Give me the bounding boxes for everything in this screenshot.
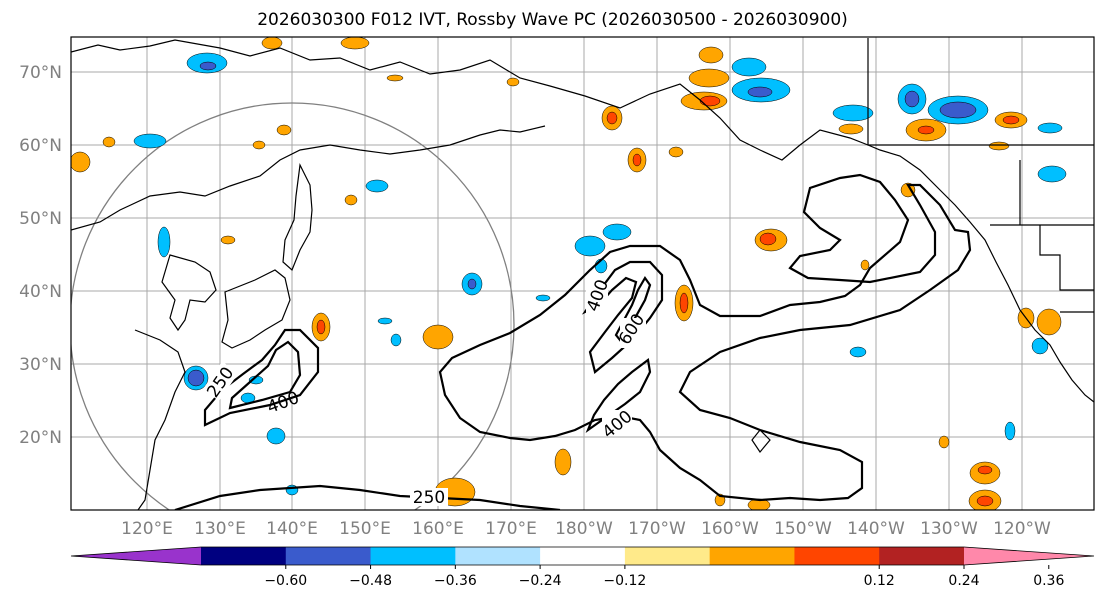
lon-label-160w: 160°W (701, 519, 759, 539)
lat-label-20n: 20°N (19, 428, 62, 448)
anomaly-patches (71, 37, 1067, 510)
lon-label-120e: 120°E (121, 519, 173, 539)
ivt-contours (174, 173, 972, 510)
colorbar-tick-label: 0.24 (948, 573, 979, 589)
lat-label-30n: 30°N (19, 355, 62, 375)
contour-label-250-south: 250 (413, 488, 445, 508)
colorbar-segment (624, 547, 711, 565)
coastlines (71, 38, 1094, 510)
colorbar-segment (540, 547, 626, 565)
colorbar-tick-label: −0.12 (603, 573, 646, 589)
lon-label-180w: 180°W (555, 519, 613, 539)
contour-250-main (438, 173, 972, 502)
lon-label-170e: 170°E (485, 519, 537, 539)
colorbar-segment (879, 547, 965, 565)
colorbar-segment (794, 547, 880, 565)
colorbar-tick-label: 0.12 (864, 573, 895, 589)
colorbar-segment (709, 547, 795, 565)
colorbar-segment (370, 547, 456, 565)
contour-400-south (585, 358, 652, 434)
colorbar-extend-low (71, 547, 201, 565)
lon-labels: 120°E 130°E 140°E 150°E 160°E 170°E 180°… (121, 519, 1051, 539)
map-frame (70, 36, 1095, 511)
region-circle (71, 102, 515, 510)
colorbar-tick-label: −0.60 (264, 573, 307, 589)
lon-label-140w: 140°W (847, 519, 905, 539)
lat-label-70n: 70°N (19, 63, 62, 83)
colorbar-segment (201, 547, 287, 565)
map-title: 2026030300 F012 IVT, Rossby Wave PC (202… (257, 10, 848, 30)
lon-label-160e: 160°E (412, 519, 464, 539)
colorbar-tick-label: 0.36 (1033, 573, 1064, 589)
lon-label-150e: 150°E (339, 519, 391, 539)
colorbar-extend-high (964, 547, 1094, 565)
lon-label-140e: 140°E (266, 519, 318, 539)
contour-400-west (228, 340, 302, 410)
lat-label-50n: 50°N (19, 209, 62, 229)
lon-label-130e: 130°E (194, 519, 246, 539)
contour-400-north (581, 260, 664, 374)
colorbar-segment (285, 547, 372, 565)
lat-labels: 70°N 60°N 50°N 40°N 30°N 20°N (19, 63, 62, 448)
lon-label-130w: 130°W (920, 519, 978, 539)
lat-label-40n: 40°N (19, 282, 62, 302)
lat-label-60n: 60°N (19, 136, 62, 156)
contour-250-south (174, 484, 561, 510)
colorbar-tick-label: −0.48 (349, 573, 392, 589)
map-background (71, 37, 1094, 510)
colorbar: −0.60−0.48−0.36−0.24−0.120.120.240.360.4… (70, 546, 1095, 589)
lon-label-150w: 150°W (774, 519, 832, 539)
colorbar-tick-label: −0.24 (519, 573, 562, 589)
colorbar-outline (70, 546, 1095, 566)
colorbar-segment (455, 547, 541, 565)
colorbar-tick-label: −0.36 (434, 573, 477, 589)
lon-label-170w: 170°W (628, 519, 686, 539)
lon-label-120w: 120°W (993, 519, 1051, 539)
